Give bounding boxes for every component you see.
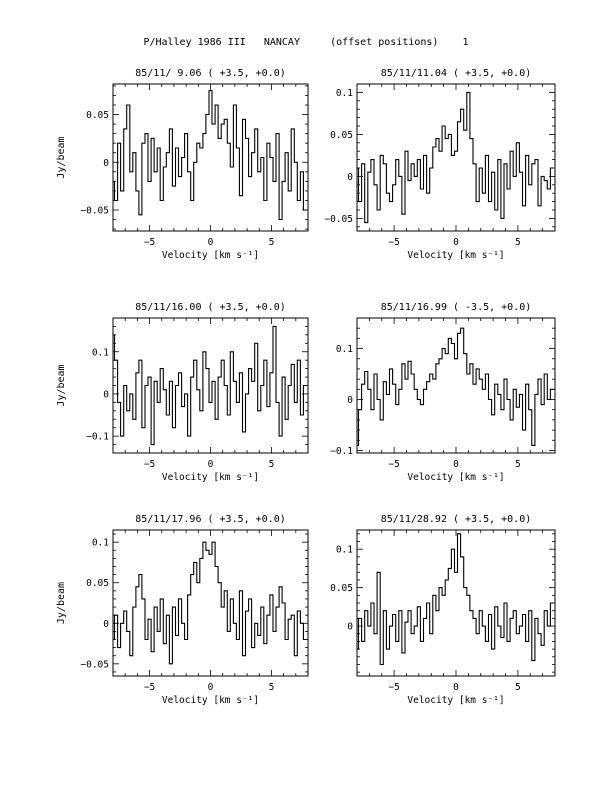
x-tick-label: 5 — [515, 682, 521, 693]
x-tick-label: 0 — [453, 459, 459, 470]
panel-title: 85/11/16.99 ( -3.5, +0.0) — [381, 302, 532, 313]
panel-title: 85/11/ 9.06 ( +3.5, +0.0) — [135, 68, 286, 79]
y-tick-label: 0 — [347, 622, 353, 633]
y-tick-label: 0 — [103, 619, 109, 630]
page-title: P/Halley 1986 III NANCAY (offset positio… — [143, 37, 469, 48]
spectrum-panel-4: 85/11/16.99 ( -3.5, +0.0) −5 0 5 −0.1 0 0.1 Vel… — [330, 302, 556, 483]
y-tick-label: 0.1 — [92, 347, 109, 358]
panel-title: 85/11/11.04 ( +3.5, +0.0) — [381, 68, 532, 79]
panel-title: 85/11/16.00 ( +3.5, +0.0) — [135, 302, 286, 313]
y-tick-label: 0.1 — [336, 88, 353, 99]
y-tick-label: 0.05 — [86, 110, 109, 121]
panel-title: 85/11/28.92 ( +3.5, +0.0) — [381, 514, 532, 525]
spectrum-panel-1: 85/11/ 9.06 ( +3.5, +0.0) −5 0 5 −0.05 0 0.05 V… — [56, 68, 309, 261]
panel-title: 85/11/17.96 ( +3.5, +0.0) — [135, 514, 286, 525]
y-tick-label: −0.05 — [80, 659, 109, 670]
x-tick-label: 0 — [208, 682, 214, 693]
y-axis-label: Jy/beam — [56, 582, 67, 624]
y-tick-label: 0.05 — [86, 578, 109, 589]
x-axis-label: Velocity [km s⁻¹] — [162, 250, 259, 261]
spectrum-panel-6: 85/11/28.92 ( +3.5, +0.0) −5 0 5 0 0.05 0.1 Vel… — [330, 514, 556, 706]
x-tick-label: 5 — [515, 459, 521, 470]
x-axis-label: Velocity [km s⁻¹] — [407, 250, 504, 261]
x-tick-label: 0 — [453, 682, 459, 693]
x-tick-label: 0 — [453, 237, 459, 248]
y-tick-label: 0.1 — [336, 344, 353, 355]
x-tick-label: 5 — [269, 682, 275, 693]
y-tick-label: 0 — [103, 158, 109, 169]
y-tick-label: 0.05 — [330, 583, 353, 594]
y-axis-label: Jy/beam — [56, 364, 67, 406]
y-tick-label: −0.05 — [324, 214, 353, 225]
x-tick-label: 5 — [269, 237, 275, 248]
spectrum-line — [357, 91, 554, 224]
x-tick-label: 0 — [208, 459, 214, 470]
y-tick-label: 0 — [347, 395, 353, 406]
y-tick-label: −0.1 — [86, 432, 109, 443]
spectrum-line — [113, 541, 307, 665]
x-tick-label: 0 — [208, 237, 214, 248]
spectrum-line — [357, 327, 554, 446]
y-axis-label: Jy/beam — [56, 136, 67, 178]
y-tick-label: 0.1 — [92, 538, 109, 549]
x-tick-label: −5 — [144, 682, 155, 693]
x-tick-label: −5 — [388, 459, 399, 470]
y-tick-label: −0.1 — [330, 446, 353, 457]
y-tick-label: 0 — [103, 389, 109, 400]
x-axis-label: Velocity [km s⁻¹] — [162, 472, 259, 483]
x-axis-label: Velocity [km s⁻¹] — [407, 472, 504, 483]
x-tick-label: 5 — [269, 459, 275, 470]
x-tick-label: −5 — [388, 682, 399, 693]
y-tick-label: 0.1 — [336, 545, 353, 556]
x-axis-label: Velocity [km s⁻¹] — [162, 695, 259, 706]
spectrum-panel-5: 85/11/17.96 ( +3.5, +0.0) −5 0 5 −0.05 0 0.05 0… — [56, 514, 309, 706]
spectrum-line — [113, 90, 307, 221]
x-tick-label: 5 — [515, 237, 521, 248]
spectrum-panel-3: 85/11/16.00 ( +3.5, +0.0) −5 0 5 −0.1 0 0.1 Vel… — [56, 302, 309, 483]
x-axis-label: Velocity [km s⁻¹] — [407, 695, 504, 706]
x-tick-label: −5 — [144, 237, 155, 248]
x-tick-label: −5 — [144, 459, 155, 470]
y-tick-label: 0 — [347, 172, 353, 183]
spectrum-line — [113, 325, 307, 446]
spectrum-line — [357, 533, 554, 666]
x-tick-label: −5 — [388, 237, 399, 248]
y-tick-label: 0.05 — [330, 130, 353, 141]
spectrum-panel-2: 85/11/11.04 ( +3.5, +0.0) −5 0 5 −0.05 0 0.05 0… — [324, 68, 556, 261]
plot-frame — [356, 529, 556, 677]
y-tick-label: −0.05 — [80, 206, 109, 217]
